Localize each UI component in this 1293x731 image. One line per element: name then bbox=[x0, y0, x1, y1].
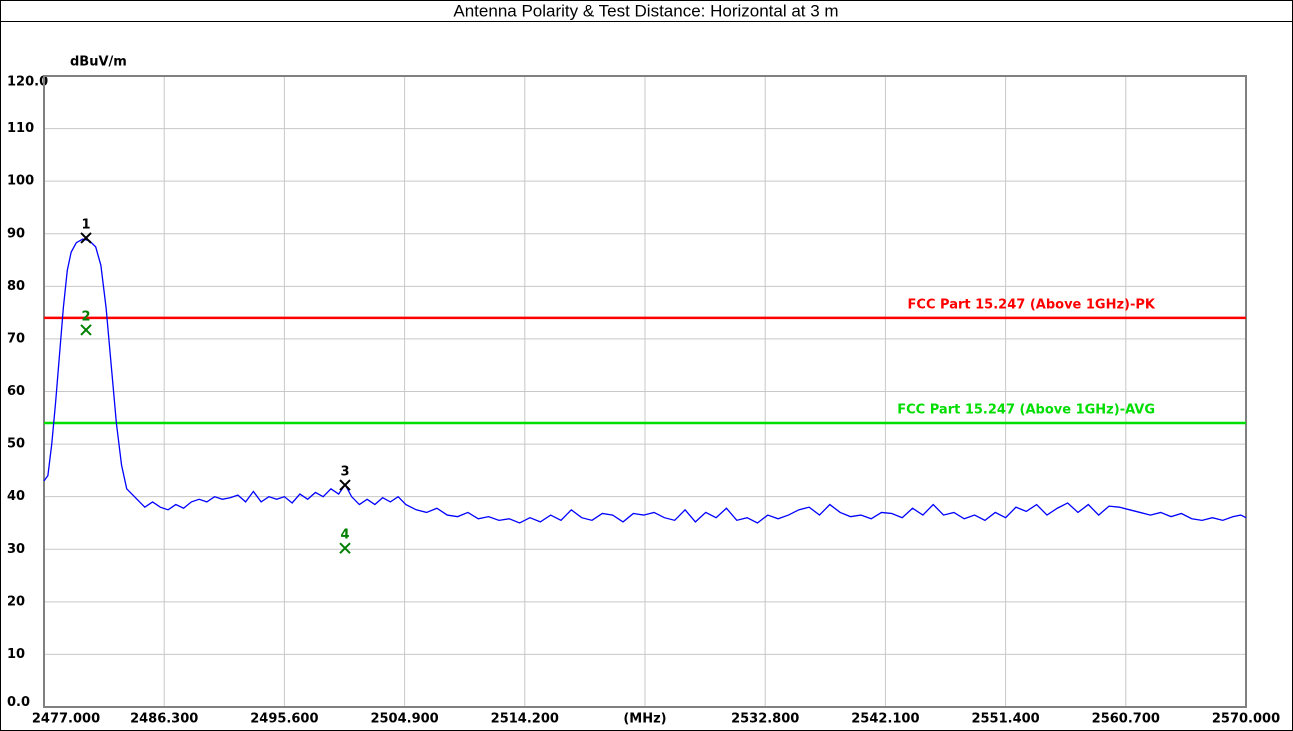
y-tick-label: 90 bbox=[7, 226, 25, 241]
marker-label: 3 bbox=[340, 465, 349, 480]
y-tick-label: 30 bbox=[7, 542, 25, 557]
marker-label: 4 bbox=[340, 528, 349, 543]
x-tick-label: 2514.200 bbox=[491, 712, 559, 727]
y-tick-label: 20 bbox=[7, 594, 25, 609]
y-tick-label: 100 bbox=[7, 174, 34, 189]
x-tick-label: 2477.000 bbox=[32, 712, 100, 727]
y-tick-label: 110 bbox=[7, 121, 34, 136]
x-tick-label: 2486.300 bbox=[130, 712, 198, 727]
marker bbox=[80, 324, 92, 336]
marker-label: 1 bbox=[81, 217, 90, 232]
marker-label: 2 bbox=[81, 309, 90, 324]
marker bbox=[339, 479, 351, 491]
limit-label: FCC Part 15.247 (Above 1GHz)-AVG bbox=[897, 403, 1155, 418]
y-tick-label: 10 bbox=[7, 647, 25, 662]
x-tick-label: 2560.700 bbox=[1092, 712, 1160, 727]
x-tick-label: 2495.600 bbox=[250, 712, 318, 727]
limit-label: FCC Part 15.247 (Above 1GHz)-PK bbox=[908, 297, 1156, 312]
marker bbox=[80, 232, 92, 244]
marker bbox=[339, 542, 351, 554]
y-tick-label: 80 bbox=[7, 279, 25, 294]
x-tick-label: 2542.100 bbox=[851, 712, 919, 727]
y-tick-label: 50 bbox=[7, 437, 25, 452]
y-tick-label: 40 bbox=[7, 489, 25, 504]
y-tick-label: 60 bbox=[7, 384, 25, 399]
y-tick-label: 70 bbox=[7, 331, 25, 346]
y-tick-label: 0.0 bbox=[7, 695, 30, 710]
x-tick-label: 2570.000 bbox=[1212, 712, 1280, 727]
chart-title: Antenna Polarity & Test Distance: Horizo… bbox=[453, 1, 838, 20]
x-tick-label: 2532.800 bbox=[731, 712, 799, 727]
x-tick-label: (MHz) bbox=[623, 712, 666, 727]
x-tick-label: 2504.900 bbox=[370, 712, 438, 727]
trace bbox=[43, 238, 1247, 524]
x-tick-label: 2551.400 bbox=[971, 712, 1039, 727]
y-axis-label: dBuV/m bbox=[70, 55, 127, 70]
plot-area bbox=[43, 75, 1247, 708]
y-tick-label: 120.0 bbox=[7, 75, 48, 90]
